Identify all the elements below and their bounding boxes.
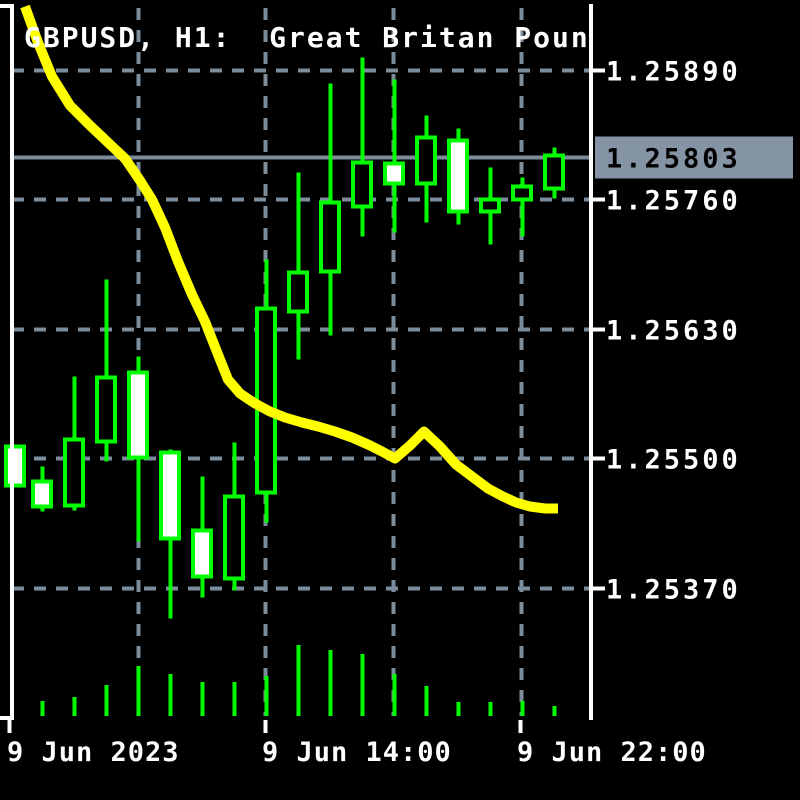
candle-body xyxy=(31,479,53,509)
candle-body xyxy=(63,437,85,508)
time-axis-label: 9 Jun 2023 xyxy=(7,737,180,768)
candle-body xyxy=(127,370,149,460)
candle-body xyxy=(383,161,405,186)
candle-body xyxy=(287,270,309,314)
price-axis-label: 1.25370 xyxy=(606,575,741,606)
candle-body xyxy=(351,160,373,209)
price-axis-label: 1.25760 xyxy=(606,186,741,217)
bid-price-box xyxy=(595,136,793,179)
candle-body xyxy=(415,135,437,186)
candle-body xyxy=(511,184,533,202)
candle-body xyxy=(95,375,117,444)
candle-body xyxy=(223,494,245,581)
candle-body xyxy=(319,200,341,274)
candle-body xyxy=(543,153,565,191)
chart-title: GBPUSD, H1: Great Britan Poun xyxy=(24,22,590,54)
candle-body xyxy=(447,138,469,214)
price-axis-label: 1.25500 xyxy=(606,445,741,476)
price-axis-label: 1.25630 xyxy=(606,316,741,347)
moving-average-line xyxy=(20,4,558,514)
bid-price-label: 1.25803 xyxy=(606,144,741,175)
candle-body xyxy=(479,197,501,214)
time-axis-label: 9 Jun 14:00 xyxy=(262,737,452,768)
candle-body xyxy=(191,528,213,579)
candle-body xyxy=(4,444,26,488)
time-axis-label: 9 Jun 22:00 xyxy=(517,737,707,768)
candle-body xyxy=(159,450,181,541)
price-axis-label: 1.25890 xyxy=(606,57,741,88)
